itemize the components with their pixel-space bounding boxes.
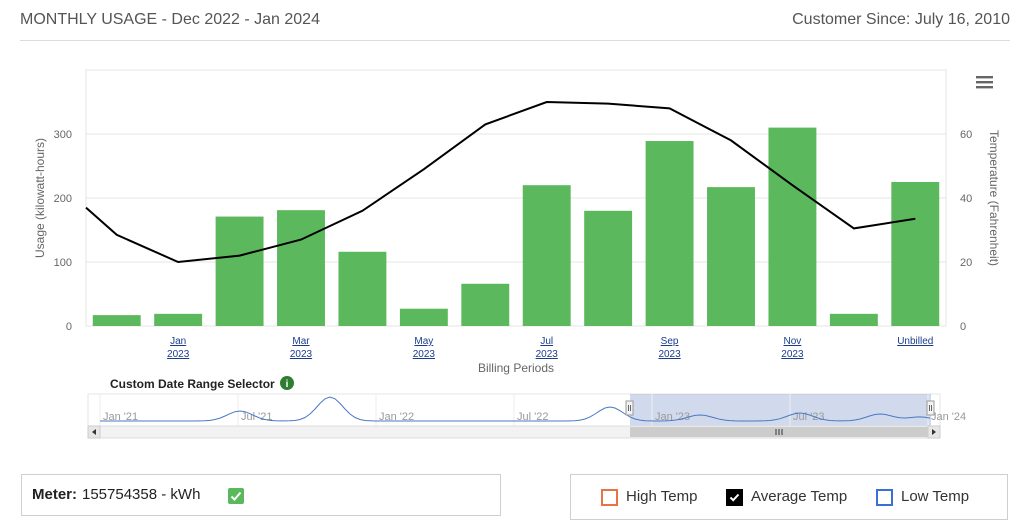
info-icon[interactable]: i: [280, 376, 294, 390]
y2-tick-label: 0: [960, 321, 966, 333]
legend-label: Average Temp: [751, 488, 848, 505]
meter-checkbox[interactable]: [228, 488, 244, 504]
meter-value: 155754358 - kWh: [82, 486, 201, 503]
navigator-label: Jan '23: [655, 411, 690, 423]
navigator-handle-right[interactable]: [926, 400, 935, 416]
x-tick-link[interactable]: Sep: [661, 336, 679, 347]
average-temp-checkbox[interactable]: [726, 489, 743, 506]
x-tick-link[interactable]: Jan: [170, 336, 186, 347]
scroll-grip-icon: [775, 429, 783, 435]
x-tick-link[interactable]: 2023: [413, 349, 436, 360]
check-icon: [729, 493, 740, 502]
usage-bar[interactable]: [891, 182, 940, 326]
usage-chart: 0 100 200 300 0 20 40 60 Usage (kilowatt-hours) T…: [33, 69, 1001, 439]
navigator-label: Jul '23: [793, 411, 824, 423]
legend-label: High Temp: [626, 488, 698, 505]
usage-bar[interactable]: [338, 251, 387, 326]
x-tick-link[interactable]: Nov: [784, 336, 802, 347]
usage-bar[interactable]: [215, 216, 264, 326]
y-tick-label: 0: [66, 321, 72, 333]
meter-panel: Meter: 155754358 - kWh: [21, 474, 501, 516]
customer-since: Customer Since: July 16, 2010: [792, 11, 1010, 28]
svg-text:i: i: [286, 379, 289, 390]
navigator-selection[interactable]: [630, 394, 931, 426]
x-tick-link[interactable]: Unbilled: [897, 336, 933, 347]
usage-bar[interactable]: [584, 210, 633, 326]
usage-bar[interactable]: [399, 308, 448, 326]
scroll-right-arrow-icon: [932, 429, 936, 435]
average-temp-line[interactable]: [85, 100, 916, 264]
usage-bar[interactable]: [522, 185, 571, 326]
navigator-label: Jul '22: [517, 411, 548, 423]
x-tick-link[interactable]: 2023: [536, 349, 559, 360]
x-tick-link[interactable]: Jul: [540, 336, 553, 347]
high-temp-checkbox[interactable]: [601, 489, 618, 506]
navigator-label: Jan '21: [103, 411, 138, 423]
usage-bar[interactable]: [829, 313, 878, 326]
x-axis-title: Billing Periods: [478, 361, 554, 375]
y-axis-title: Usage (kilowatt-hours): [33, 138, 47, 258]
x-tick-link[interactable]: 2023: [167, 349, 190, 360]
y2-tick-label: 20: [960, 257, 972, 269]
check-icon: [230, 491, 242, 501]
usage-bar[interactable]: [645, 141, 694, 326]
x-tick-link[interactable]: May: [414, 336, 433, 347]
temperature-legend: High Temp Average Temp Low Temp: [570, 474, 1008, 520]
y2-tick-label: 40: [960, 193, 972, 205]
chart-menu-icon[interactable]: [976, 74, 994, 90]
navigator-handle-left[interactable]: [625, 400, 634, 416]
y-tick-label: 300: [54, 129, 72, 141]
x-tick-link[interactable]: 2023: [781, 349, 804, 360]
page-title: MONTHLY USAGE - Dec 2022 - Jan 2024: [20, 11, 320, 28]
y-tick-label: 100: [54, 257, 72, 269]
usage-bar[interactable]: [277, 210, 325, 326]
usage-bar[interactable]: [92, 315, 141, 326]
scroll-left-arrow-icon: [92, 429, 96, 435]
usage-bar[interactable]: [768, 127, 817, 326]
y2-tick-label: 60: [960, 129, 972, 141]
usage-bar[interactable]: [154, 313, 203, 326]
y2-axis-title: Temperature (Fahrenheit): [987, 130, 1001, 266]
x-tick-link[interactable]: 2023: [658, 349, 681, 360]
legend-label: Low Temp: [901, 488, 970, 505]
navigator-series-line: [100, 396, 931, 422]
navigator-label: Jan '24: [931, 411, 966, 423]
navigator-title: Custom Date Range Selector: [110, 377, 275, 391]
navigator-label: Jan '22: [379, 411, 414, 423]
page-header: MONTHLY USAGE - Dec 2022 - Jan 2024 Cust…: [20, 0, 1010, 41]
low-temp-checkbox[interactable]: [876, 489, 893, 506]
y-tick-label: 200: [54, 193, 72, 205]
usage-bar[interactable]: [461, 283, 510, 326]
x-tick-link[interactable]: Mar: [292, 336, 310, 347]
date-range-navigator[interactable]: Custom Date Range Selector i Jan '21 Jul …: [87, 376, 966, 439]
meter-label: Meter:: [32, 486, 78, 503]
usage-bar[interactable]: [707, 187, 755, 326]
x-tick-link[interactable]: 2023: [290, 349, 313, 360]
